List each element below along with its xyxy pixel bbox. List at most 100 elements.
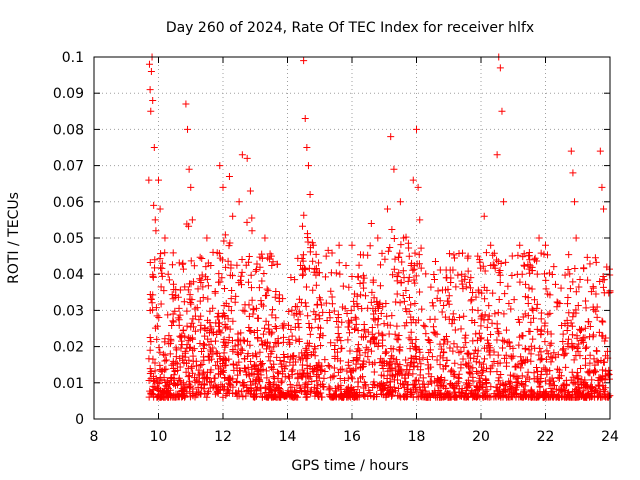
scatter-point-bg [343, 367, 351, 375]
scatter-point-bg [473, 352, 481, 360]
scatter-point-bg [191, 378, 199, 386]
scatter-point-bg [258, 254, 266, 262]
scatter-point-bg [467, 284, 475, 292]
scatter-point-bg [555, 368, 563, 376]
scatter-point [246, 187, 254, 195]
scatter-point-bg [566, 285, 574, 293]
scatter-point-bg [247, 385, 255, 393]
scatter-point-bg [179, 356, 187, 364]
scatter-point-bg [323, 317, 331, 325]
scatter-point-bg [229, 346, 237, 354]
scatter-point-bg [554, 374, 562, 382]
scatter-point-bg [274, 335, 282, 343]
scatter-point-bg [561, 271, 569, 279]
scatter-point-bg [537, 371, 545, 379]
scatter-point-bg [484, 339, 492, 347]
scatter-point-bg [376, 299, 384, 307]
scatter-point-bg [576, 378, 584, 386]
scatter-point-bg [295, 308, 303, 316]
scatter-point-bg [598, 317, 606, 325]
scatter-point-bg [384, 390, 392, 398]
scatter-point-bg [318, 367, 326, 375]
scatter-point-bg [159, 350, 167, 358]
scatter-point-bg [321, 356, 329, 364]
scatter-point-bg [554, 299, 562, 307]
scatter-point-bg [378, 390, 386, 398]
scatter-point-bg [472, 330, 480, 338]
scatter-point-bg [467, 354, 475, 362]
scatter-point-bg [299, 251, 307, 259]
scatter-point-bg [209, 329, 217, 337]
scatter-point-bg [544, 328, 552, 336]
scatter-point-bg [563, 327, 571, 335]
scatter-point-bg [445, 292, 453, 300]
scatter-point-bg [537, 309, 545, 317]
scatter-point-bg [475, 329, 483, 337]
scatter-point-bg [410, 262, 418, 270]
scatter-point-bg [546, 376, 554, 384]
scatter-point-bg [302, 302, 310, 310]
scatter-point-bg [361, 392, 369, 400]
scatter-point-bg [540, 270, 548, 278]
scatter-point-bg [429, 323, 437, 331]
scatter-point [409, 176, 417, 184]
scatter-point-bg [359, 251, 367, 259]
scatter-point-bg [412, 336, 420, 344]
scatter-point-bg [537, 249, 545, 257]
scatter-point-bg [547, 380, 555, 388]
scatter-point-bg [550, 349, 558, 357]
scatter-point-bg [533, 363, 541, 371]
scatter-point-bg [266, 255, 274, 263]
scatter-point-bg [215, 278, 223, 286]
scatter-point-bg [469, 377, 477, 385]
scatter-point-bg [238, 388, 246, 396]
scatter-point-bg [425, 390, 433, 398]
scatter-point-bg [588, 376, 596, 384]
scatter-point-bg [507, 384, 515, 392]
scatter-point-bg [298, 366, 306, 374]
scatter-point-bg [445, 390, 453, 398]
scatter-point-bg [160, 287, 168, 295]
scatter-point-bg [455, 349, 463, 357]
scatter-point-bg [356, 351, 364, 359]
scatter-point-bg [396, 299, 404, 307]
scatter-point-bg [197, 312, 205, 320]
scatter-point-bg [505, 380, 513, 388]
scatter-point [383, 205, 391, 213]
scatter-point-bg [433, 375, 441, 383]
scatter-point-bg [500, 354, 508, 362]
scatter-point-bg [574, 372, 582, 380]
scatter-point [487, 241, 495, 249]
scatter-point-bg [265, 353, 273, 361]
scatter-point-bg [504, 282, 512, 290]
scatter-point-bg [600, 358, 608, 366]
scatter-point [216, 162, 224, 170]
scatter-point-bg [305, 342, 313, 350]
scatter-point-bg [348, 272, 356, 280]
scatter-point-bg [177, 380, 185, 388]
scatter-point-bg [353, 292, 361, 300]
scatter-point-bg [299, 354, 307, 362]
scatter-point-bg [520, 261, 528, 269]
scatter-point-bg [332, 269, 340, 277]
scatter-point-bg [215, 365, 223, 373]
scatter-point-bg [496, 391, 504, 399]
scatter-point-bg [372, 339, 380, 347]
scatter-point-bg [440, 302, 448, 310]
scatter-point-bg [462, 331, 470, 339]
scatter-point-bg [379, 391, 387, 399]
scatter-point-bg [266, 357, 274, 365]
scatter-point [155, 176, 162, 184]
scatter-point-bg [543, 251, 551, 259]
scatter-point-bg [210, 374, 218, 382]
scatter-point-bg [354, 357, 362, 365]
scatter-point-bg [181, 347, 189, 355]
scatter-point-bg [378, 330, 386, 338]
scatter-point-bg [489, 289, 497, 297]
y-axis-label: ROTI / TECUs [6, 192, 22, 284]
scatter-point-bg [542, 355, 550, 363]
scatter-point-bg [335, 384, 343, 392]
scatter-point-bg [157, 300, 165, 308]
scatter-point-bg [298, 255, 306, 263]
scatter-point-bg [389, 271, 397, 279]
